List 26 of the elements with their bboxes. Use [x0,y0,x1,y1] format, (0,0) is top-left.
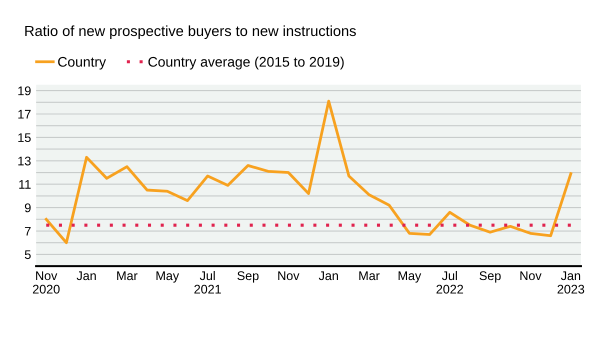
chart-title: Ratio of new prospective buyers to new instructions [25,25,356,39]
x-tick-label: Jan [76,271,96,280]
x-tick-label: May [398,271,422,283]
y-tick-label: 11 [19,180,31,189]
x-tick-label: Nov 2020 [32,271,60,294]
y-tick-label: 17 [18,110,31,119]
x-tick-label: Sep [480,271,501,283]
x-tick-label: Jan [318,271,338,280]
y-tick-label: 13 [18,156,31,166]
x-tick-label: Nov [520,271,542,280]
y-tick-label: 19 [18,86,31,96]
x-tick-label: Sep [237,271,259,283]
x-tick-label: Nov [278,271,300,280]
y-tick-label: 5 [24,250,31,260]
x-tick-label: May [156,271,180,283]
y-tick-label: 9 [24,203,31,212]
y-tick-label: 15 [18,133,31,142]
y-tick-label: 7 [24,226,31,236]
x-tick-label: Mar [117,271,138,280]
x-tick-label: Jul 2022 [436,270,464,294]
x-tick-label: Mar [359,271,380,280]
x-tick-label: Jan 2023 [558,271,584,294]
legend-label: Country [58,56,106,70]
legend-label: Country average (2015 to 2019) [148,56,344,70]
line-series [44,100,572,244]
x-tick-label: Jul 2021 [194,270,221,294]
